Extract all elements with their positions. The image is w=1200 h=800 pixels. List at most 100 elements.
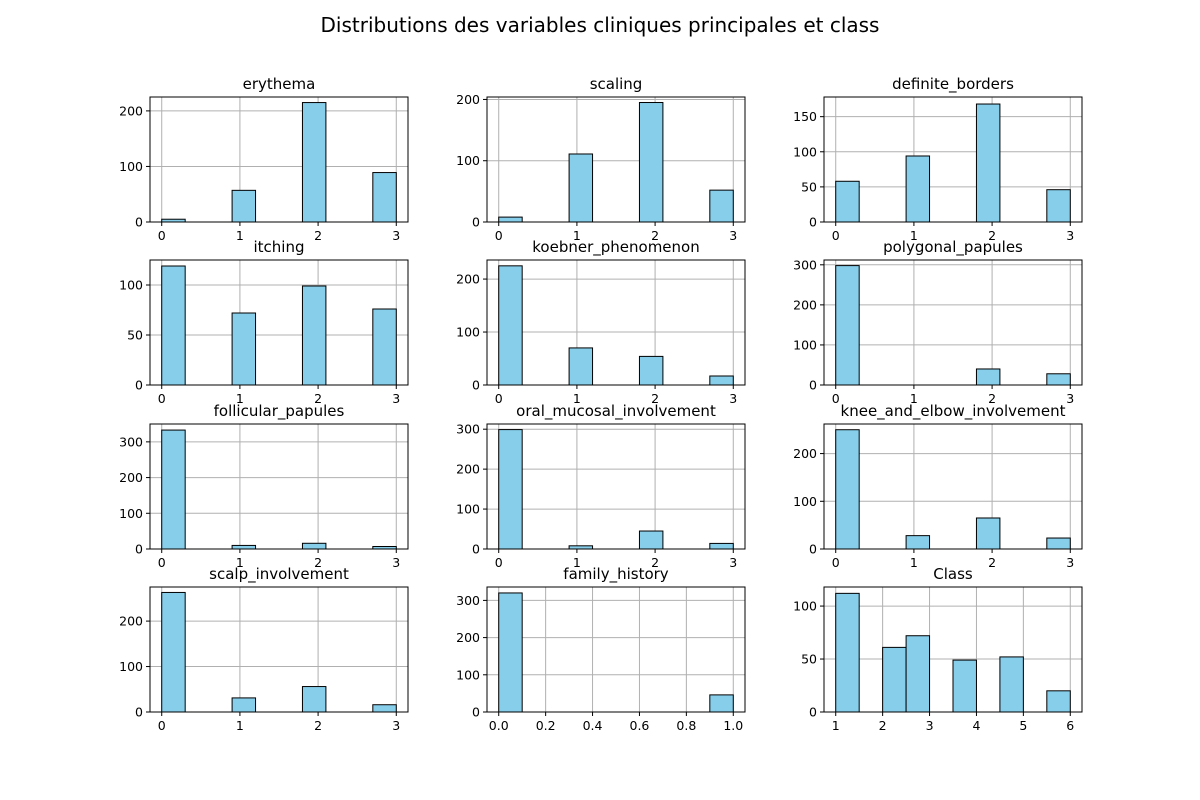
histogram-bar [301, 285, 327, 386]
histogram-bar [638, 530, 664, 550]
axes-frame [149, 423, 409, 550]
x-tick-label: 2 [314, 391, 322, 406]
subplot-title: Class [933, 565, 973, 583]
y-tick-label: 100 [456, 153, 480, 168]
x-tick-label: 1 [236, 718, 244, 733]
histogram-bar [161, 265, 186, 386]
y-tick-label: 100 [793, 599, 817, 614]
y-tick-label: 0 [809, 378, 817, 393]
y-tick-label: 50 [801, 179, 817, 194]
y-tick-label: 300 [456, 422, 480, 437]
y-tick-label: 300 [119, 434, 143, 449]
histogram-bar [231, 189, 257, 223]
x-tick-label: 3 [729, 391, 737, 406]
x-tick-label: 2 [651, 391, 659, 406]
y-tick-label: 0 [472, 542, 480, 557]
histogram-bar [231, 312, 257, 386]
x-tick-label: 1 [910, 555, 918, 570]
y-tick-label: 0 [472, 215, 480, 230]
histogram-bar [498, 265, 523, 386]
subplot-scalp-involvement: 0 1 2 3 0 100 200 scalp_involvement [119, 565, 409, 733]
y-tick-label: 200 [456, 272, 480, 287]
subplot-title: koebner_phenomenon [532, 238, 699, 257]
y-tick-label: 0 [135, 705, 143, 720]
x-tick-label: 1 [573, 391, 581, 406]
x-tick-label: 2 [651, 228, 659, 243]
y-tick-label: 100 [119, 506, 143, 521]
axes-frame [149, 96, 409, 223]
subplot-Class: 1 2 3 4 5 6 0 50 100 Class [793, 565, 1083, 733]
x-tick-label: 0 [158, 718, 166, 733]
x-tick-label: 3 [729, 228, 737, 243]
y-tick-label: 200 [793, 297, 817, 312]
subplot-family-history: 0.0 0.2 0.4 0.6 0.8 1.0 0 100 200 300 family_histo… [456, 565, 746, 733]
y-tick-label: 0 [809, 542, 817, 557]
histogram-bar [999, 656, 1024, 713]
histogram-bar [568, 153, 594, 223]
axes-frame [149, 259, 409, 386]
x-tick-label: 2 [651, 555, 659, 570]
y-tick-label: 0 [472, 378, 480, 393]
subplot-oral-mucosal-involvement: 0 1 2 3 0 100 200 300 oral_mucosal_involvement [456, 402, 746, 570]
histogram-bar [372, 704, 397, 713]
x-tick-label: 1.0 [723, 718, 743, 733]
y-tick-label: 200 [456, 92, 480, 107]
histogram-bar [1046, 537, 1071, 550]
y-tick-label: 300 [793, 257, 817, 272]
x-tick-label: 3 [392, 555, 400, 570]
histogram-bar [372, 308, 397, 386]
subplot-definite-borders: 0 1 2 3 0 50 100 150 definite_borders [793, 75, 1083, 243]
axes-frame [149, 586, 409, 713]
axes-frame [486, 96, 746, 223]
x-tick-label: 0.4 [583, 718, 603, 733]
x-tick-label: 1 [236, 555, 244, 570]
x-tick-label: 0.6 [630, 718, 650, 733]
x-tick-label: 0 [158, 228, 166, 243]
histogram-bar [905, 535, 931, 550]
x-tick-label: 3 [1066, 555, 1074, 570]
y-tick-label: 100 [119, 159, 143, 174]
axes-frame [823, 96, 1083, 223]
x-tick-label: 0 [832, 391, 840, 406]
axes-frame [823, 586, 1083, 713]
y-tick-label: 150 [793, 109, 817, 124]
subplot-polygonal-papules: 0 1 2 3 0 100 200 300 polygonal_papules [793, 238, 1083, 406]
histogram-bar [301, 102, 327, 223]
subplot-erythema: 0 1 2 3 0 100 200 erythema [119, 75, 409, 243]
histogram-bar [709, 694, 734, 713]
subplot-title: knee_and_elbow_involvement [841, 402, 1066, 421]
axes-frame [823, 423, 1083, 550]
x-tick-label: 2 [314, 228, 322, 243]
x-tick-label: 0.8 [676, 718, 696, 733]
x-tick-label: 2 [988, 555, 996, 570]
histogram-bar [231, 544, 257, 550]
x-tick-label: 3 [1066, 391, 1074, 406]
x-tick-label: 3 [392, 228, 400, 243]
subplot-scaling: 0 1 2 3 0 100 200 scaling [456, 75, 746, 243]
x-tick-label: 3 [392, 718, 400, 733]
y-tick-label: 100 [456, 667, 480, 682]
x-tick-label: 0 [495, 391, 503, 406]
histogram-bar [975, 103, 1001, 223]
x-tick-label: 3 [1066, 228, 1074, 243]
y-tick-label: 100 [793, 337, 817, 352]
histogram-bar [372, 172, 397, 223]
figure-title: Distributions des variables cliniques pr… [321, 13, 880, 37]
y-tick-label: 100 [119, 659, 143, 674]
histogram-bar [952, 659, 977, 713]
y-tick-label: 100 [119, 278, 143, 293]
x-tick-label: 1 [573, 228, 581, 243]
y-tick-label: 200 [119, 614, 143, 629]
y-tick-label: 50 [127, 328, 143, 343]
y-tick-label: 100 [793, 144, 817, 159]
y-tick-label: 200 [119, 470, 143, 485]
x-tick-label: 0.2 [536, 718, 556, 733]
x-tick-label: 1 [832, 718, 840, 733]
subplot-title: scaling [590, 75, 643, 93]
x-tick-label: 0 [832, 555, 840, 570]
histogram-bar [231, 697, 257, 713]
y-tick-label: 0 [135, 215, 143, 230]
histogram-bar [498, 429, 523, 550]
x-tick-label: 2 [314, 555, 322, 570]
histogram-bar [161, 591, 186, 713]
